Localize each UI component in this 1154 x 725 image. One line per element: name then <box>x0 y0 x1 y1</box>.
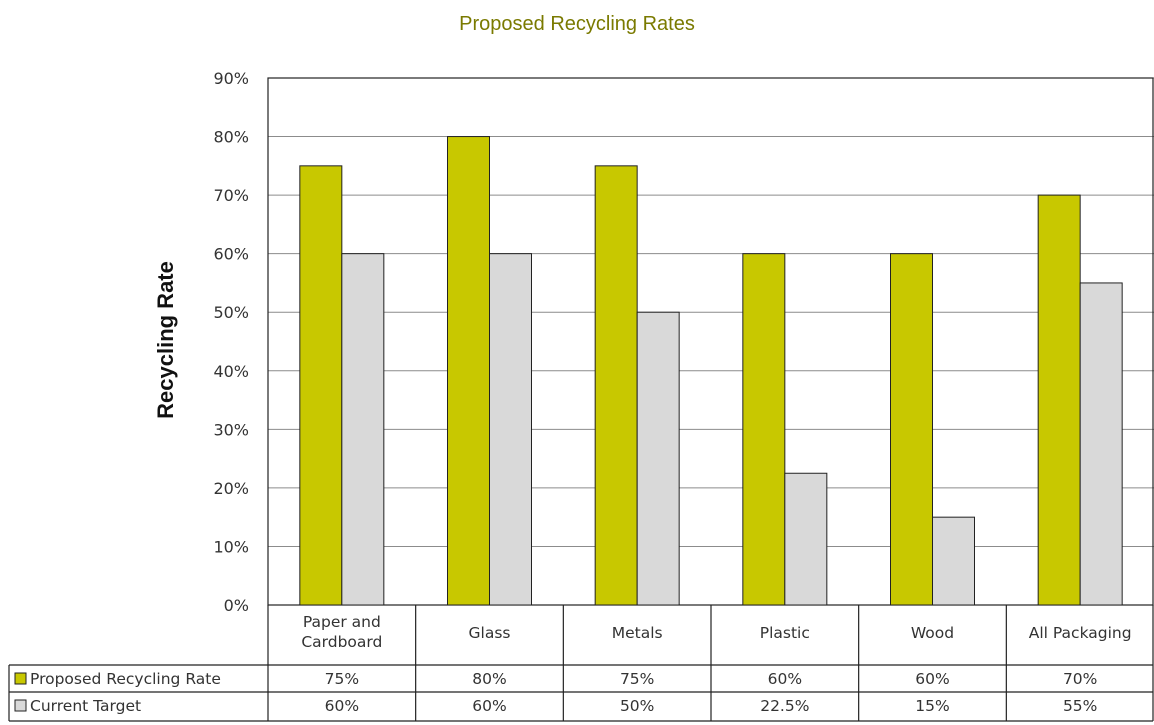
bar-current <box>784 472 828 606</box>
bar-current <box>636 311 680 606</box>
bar-current <box>932 516 975 606</box>
y-tick-label: 50% <box>213 303 249 322</box>
y-tick-label: 0% <box>224 596 249 615</box>
y-tick-label: 10% <box>213 537 249 556</box>
legend-entry: Current Target <box>30 697 141 715</box>
data-label: 22.5% <box>760 697 809 715</box>
x-tick-label: Plastic <box>760 624 810 642</box>
legend-swatch <box>14 699 27 712</box>
data-label: 70% <box>1063 670 1097 688</box>
bar-current <box>489 253 532 606</box>
x-tick-label: Cardboard <box>301 633 382 651</box>
y-axis-ticks: 0% 10% 20% 30% 40% 50% 60% 70% 80% 90% <box>213 69 249 615</box>
chart-title: Proposed Recycling Rates <box>459 13 695 35</box>
data-label: 60% <box>915 670 949 688</box>
bar-proposed <box>1037 194 1081 606</box>
y-axis-label: Recycling Rate <box>153 261 178 419</box>
data-label: 15% <box>915 697 949 715</box>
y-tick-label: 60% <box>213 245 249 264</box>
y-tick-label: 40% <box>213 362 249 381</box>
y-tick-label: 80% <box>213 128 249 147</box>
legend-swatch <box>14 672 27 685</box>
y-tick-label: 70% <box>213 186 249 205</box>
data-label: 60% <box>472 697 506 715</box>
data-label: 55% <box>1063 697 1097 715</box>
bars <box>299 136 1123 606</box>
data-label: 80% <box>472 670 506 688</box>
data-label: 50% <box>620 697 654 715</box>
bar-current <box>1079 282 1123 606</box>
x-tick-label: Glass <box>469 624 511 642</box>
data-table: Paper and Cardboard Glass Metals Plastic Wood… <box>8 605 1154 722</box>
bar-proposed <box>299 165 343 606</box>
gridlines <box>267 77 1154 606</box>
plot-frame <box>267 77 1154 606</box>
y-tick-label: 30% <box>213 420 249 439</box>
x-tick-label: Paper and <box>303 613 381 631</box>
bar-proposed <box>447 136 490 606</box>
bar-proposed <box>594 165 638 606</box>
y-tick-label: 20% <box>213 479 249 498</box>
x-tick-label: All Packaging <box>1029 624 1132 642</box>
legend-entry: Proposed Recycling Rate <box>30 670 221 688</box>
x-tick-label: Metals <box>612 624 663 642</box>
data-label: 75% <box>620 670 654 688</box>
data-label: 60% <box>768 670 802 688</box>
x-tick-label: Wood <box>911 624 954 642</box>
data-label: 60% <box>325 697 359 715</box>
bar-proposed <box>742 253 786 606</box>
bar-current <box>341 253 385 606</box>
y-tick-label: 90% <box>213 69 249 88</box>
bar-proposed <box>890 253 933 606</box>
data-label: 75% <box>325 670 359 688</box>
